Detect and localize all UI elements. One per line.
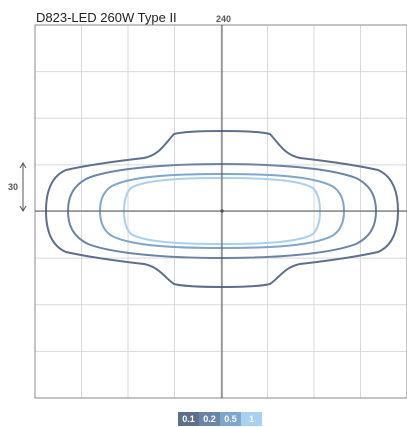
legend: 0.1 0.2 0.5 1: [178, 412, 262, 426]
center-crosshair: [35, 25, 407, 398]
legend-label: 0.1: [182, 414, 195, 424]
legend-swatch: [241, 412, 262, 426]
legend-swatch: [178, 412, 199, 426]
legend-label: 1: [249, 414, 254, 424]
diagram-title: D823-LED 260W Type II: [36, 10, 177, 25]
legend-label: 0.5: [224, 414, 237, 424]
legend-label: 0.2: [203, 414, 216, 424]
legend-swatch: [199, 412, 220, 426]
legend-swatch: [220, 412, 241, 426]
vertical-scale-label: 30: [8, 182, 18, 192]
horizontal-scale-label: 240: [216, 14, 231, 24]
vertical-scale-indicator: 30: [8, 162, 27, 212]
